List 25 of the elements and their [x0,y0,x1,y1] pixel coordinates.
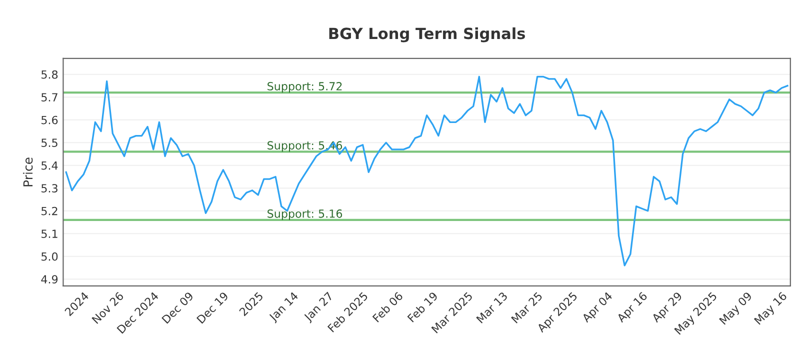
x-tick-label: Feb 19 [406,291,438,323]
x-tick-label: Apr 16 [616,291,650,324]
y-tick-label: 5.4 [42,161,58,170]
x-tick-label: Jan 14 [268,291,300,324]
chart-title: BGY Long Term Signals [329,27,525,42]
x-tick-label: Dec 09 [161,292,194,324]
y-tick-label: 5.0 [42,252,58,261]
y-axis-title: Price [23,158,33,186]
y-tick-label: 5.3 [42,184,58,193]
y-tick-label: 5.5 [42,138,58,148]
y-tick-label: 5.8 [42,70,58,79]
x-tick-label: Apr 04 [581,291,614,324]
y-tick-label: 4.9 [41,275,58,284]
x-tick-label: Mar 25 [510,292,543,324]
ref-line-label: Support: 5.72 [268,82,342,93]
x-tick-label: Mar 13 [476,292,508,324]
y-tick-label: 5.6 [42,116,58,124]
ref-line-label: Support: 5.16 [268,209,342,220]
line-series [65,76,788,266]
x-tick-label: Jan 27 [303,292,335,324]
y-tick-label: 5.2 [42,206,58,216]
x-tick-label: Feb 06 [372,291,404,323]
x-tick-label: Dec 19 [196,292,229,324]
y-tick-label: 5.1 [42,230,58,238]
y-tick-label: 5.7 [42,93,58,102]
